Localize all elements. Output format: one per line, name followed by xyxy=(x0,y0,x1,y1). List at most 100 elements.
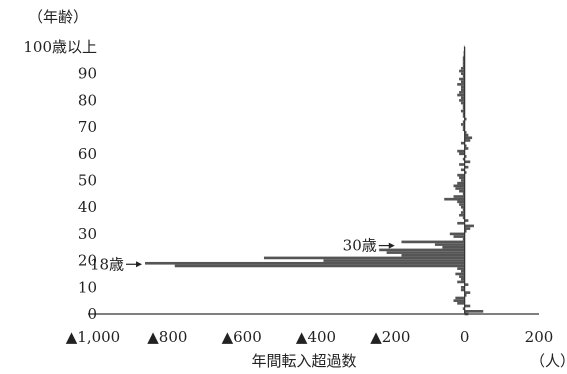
bar-age-87 xyxy=(460,80,465,84)
bar-age-8 xyxy=(464,291,471,294)
bar-age-6 xyxy=(455,296,465,300)
bar-age-43 xyxy=(444,197,465,201)
bar-age-65 xyxy=(464,139,471,142)
y-tick-label: 100歳以上 xyxy=(23,38,97,56)
bar-age-41 xyxy=(459,203,465,206)
y-tick-label: 40 xyxy=(78,198,97,216)
x-tick-label: ▲1,000 xyxy=(66,328,120,346)
bar-age-83 xyxy=(459,91,465,94)
y-tick-label: 80 xyxy=(78,91,97,109)
bar-age-28 xyxy=(462,237,465,241)
bar-age-19 xyxy=(145,261,465,265)
bar-age-11 xyxy=(464,283,469,286)
bar-age-73 xyxy=(464,117,467,121)
annotation-arrowhead xyxy=(136,261,143,268)
bar-age-62 xyxy=(464,147,469,150)
bar-age-25 xyxy=(442,245,465,249)
bar-age-91 xyxy=(459,69,465,73)
bar-age-1 xyxy=(464,310,484,313)
bar-age-92 xyxy=(460,67,465,70)
bar-age-20 xyxy=(323,259,465,262)
bar-age-94 xyxy=(462,61,465,65)
y-tick-label: 50 xyxy=(78,172,97,190)
bar-age-38 xyxy=(460,211,465,214)
bar-age-3 xyxy=(464,304,471,308)
bar-age-84 xyxy=(460,88,465,92)
y-ticks: 0 10 20 30 40 50 60 70 80 90 100歳以上 xyxy=(23,38,97,323)
x-ticks: ▲1,000 ▲800 ▲600 ▲400 ▲200 0 200 xyxy=(66,328,554,346)
bar-age-77 xyxy=(462,107,465,110)
x-tick-label: 200 xyxy=(525,328,554,346)
bar-age-69 xyxy=(462,128,465,132)
bar-age-56 xyxy=(459,163,465,166)
bars xyxy=(145,45,484,316)
bar-age-17 xyxy=(457,267,465,270)
bar-age-70 xyxy=(462,125,465,129)
bar-age-53 xyxy=(464,171,467,174)
bar-age-59 xyxy=(464,155,467,158)
bar-age-74 xyxy=(462,115,465,118)
x-axis-unit: （人） xyxy=(530,352,567,370)
x-tick-label: ▲800 xyxy=(147,328,187,346)
bar-age-76 xyxy=(460,109,465,113)
y-tick-label: 0 xyxy=(87,305,97,323)
annotations: 30歳 18歳 xyxy=(90,237,395,273)
y-axis-label: （年齢） xyxy=(28,8,88,26)
x-tick-label: ▲200 xyxy=(370,328,410,346)
annotation-arrowhead xyxy=(388,242,395,249)
bar-age-66 xyxy=(464,136,473,140)
bar-age-21 xyxy=(263,256,465,260)
bar-age-18 xyxy=(174,264,465,268)
bar-age-61 xyxy=(457,149,465,153)
y-tick-label: 70 xyxy=(78,118,97,136)
bar-age-72 xyxy=(462,120,465,124)
bar-age-55 xyxy=(464,165,469,169)
bar-age-14 xyxy=(459,275,465,278)
bar-age-63 xyxy=(464,144,467,148)
bar-age-81 xyxy=(460,96,465,100)
bar-age-85 xyxy=(460,85,465,89)
bar-age-57 xyxy=(464,160,471,164)
bar-age-75 xyxy=(462,112,465,116)
bar-age-95 xyxy=(462,59,465,62)
bar-age-2 xyxy=(462,307,465,310)
bar-age-12 xyxy=(457,280,465,284)
x-tick-label: ▲600 xyxy=(222,328,262,346)
bar-age-23 xyxy=(386,251,465,254)
bar-age-79 xyxy=(460,101,465,105)
y-tick-label: 20 xyxy=(78,252,97,270)
bar-age-64 xyxy=(460,141,465,145)
bar-age-36 xyxy=(462,216,465,220)
bar-age-34 xyxy=(457,221,465,225)
bar-age-39 xyxy=(462,208,465,212)
bar-age-33 xyxy=(464,224,474,228)
bar-age-7 xyxy=(464,293,467,297)
bar-age-82 xyxy=(457,93,465,97)
bar-age-45 xyxy=(462,192,465,196)
axes xyxy=(88,47,539,315)
bar-age-54 xyxy=(460,168,465,172)
x-axis-label: 年間転入超過数 xyxy=(251,352,356,370)
bar-age-24 xyxy=(379,248,465,252)
bar-age-13 xyxy=(460,277,465,281)
bar-age-49 xyxy=(457,181,465,185)
bar-age-67 xyxy=(464,133,469,137)
bar-age-10 xyxy=(460,285,465,289)
bar-age-15 xyxy=(455,272,465,276)
bar-age-58 xyxy=(462,157,465,161)
bar-age-47 xyxy=(455,187,465,190)
bar-age-60 xyxy=(459,152,465,156)
bar-age-80 xyxy=(459,99,465,102)
bar-age-90 xyxy=(460,72,465,76)
y-tick-label: 90 xyxy=(78,65,97,83)
bar-age-26 xyxy=(434,243,465,246)
bar-age-22 xyxy=(401,253,465,257)
annotation-label: 30歳 xyxy=(343,237,377,255)
bar-age-93 xyxy=(462,64,465,68)
bar-age-9 xyxy=(460,288,465,292)
bar-age-5 xyxy=(453,299,465,302)
y-tick-label: 60 xyxy=(78,145,97,163)
bar-age-16 xyxy=(460,269,465,273)
x-tick-label: ▲400 xyxy=(296,328,336,346)
x-tick-label: 0 xyxy=(460,328,470,346)
